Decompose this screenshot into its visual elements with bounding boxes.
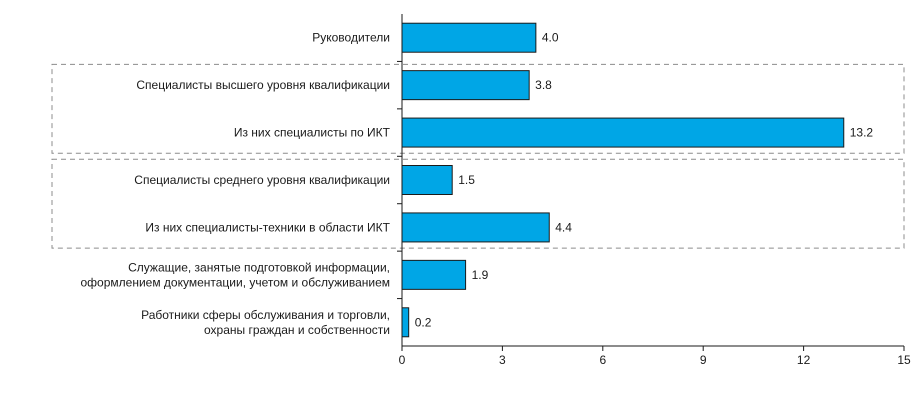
- category-label: Руководители: [312, 31, 390, 45]
- bar: [401, 22, 537, 53]
- x-tick-label: 9: [700, 353, 707, 367]
- data-label: 3.8: [535, 78, 552, 92]
- bar: [401, 259, 467, 290]
- bar: [401, 212, 550, 243]
- category-label: охраны граждан и собственности: [204, 323, 390, 337]
- bar: [401, 117, 845, 148]
- category-label: Служащие, занятые подготовкой информации…: [128, 260, 390, 274]
- category-label: Специалисты высшего уровня квалификации: [136, 78, 390, 92]
- dashed-group-border-1: [51, 63, 905, 154]
- data-label: 1.5: [458, 173, 475, 187]
- data-label: 4.4: [555, 220, 572, 234]
- category-label: Из них специалисты по ИКТ: [234, 126, 391, 140]
- data-label: 13.2: [850, 126, 874, 140]
- x-tick-label: 6: [599, 353, 606, 367]
- bar: [401, 165, 453, 195]
- data-label: 0.2: [415, 315, 432, 329]
- x-tick-label: 12: [797, 353, 811, 367]
- category-label: Специалисты среднего уровня квалификации: [134, 173, 390, 187]
- bar: [401, 307, 410, 338]
- x-tick-label: 15: [897, 353, 911, 367]
- category-label: Работники сферы обслуживания и торговли,: [141, 308, 390, 322]
- category-label: оформлением документации, учетом и обслу…: [81, 275, 391, 289]
- bar: [401, 70, 530, 101]
- category-label: Из них специалисты-техники в области ИКТ: [145, 220, 390, 234]
- x-tick-label: 0: [399, 353, 406, 367]
- data-label: 1.9: [472, 268, 489, 282]
- dashed-group-border-2: [51, 158, 905, 249]
- x-tick-label: 3: [499, 353, 506, 367]
- data-label: 4.0: [542, 31, 559, 45]
